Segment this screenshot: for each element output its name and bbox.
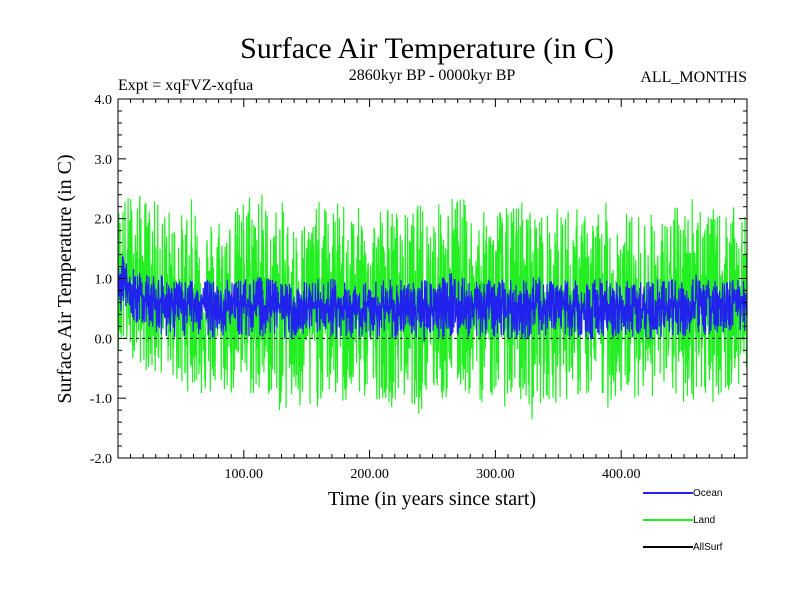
legend-label-land: Land [693, 515, 715, 526]
y-tick-label: 3.0 [95, 153, 113, 168]
y-tick-label: 2.0 [95, 213, 113, 228]
series-line-land [117, 194, 748, 420]
x-axis-label: Time (in years since start) [328, 488, 536, 510]
experiment-label: Expt = xqFVZ-xqfua [118, 77, 253, 94]
axes: 100.00 200.00 300.00 400.00 -2.0 -1.0 0.0 1.0 2.… [90, 93, 748, 482]
y-tick-label: 4.0 [95, 93, 113, 108]
y-tick-label: 1.0 [95, 273, 113, 288]
x-tick-label: 200.00 [350, 467, 389, 482]
y-tick-label: -2.0 [90, 452, 112, 467]
legend: Ocean Land AllSurf [643, 488, 723, 553]
period-label: 2860kyr BP - 0000kyr BP [349, 67, 516, 84]
series-line-ocean [117, 255, 748, 342]
plot-area [117, 194, 748, 420]
chart-title: Surface Air Temperature (in C) [240, 32, 614, 65]
legend-label-ocean: Ocean [693, 488, 722, 499]
y-axis-label: Surface Air Temperature (in C) [54, 154, 76, 403]
legend-label-allsurf: AllSurf [693, 542, 723, 553]
y-tick-label: 0.0 [95, 332, 113, 347]
x-tick-label: 400.00 [602, 467, 641, 482]
x-tick-label: 300.00 [476, 467, 515, 482]
y-tick-label: -1.0 [90, 392, 112, 407]
x-tick-label: 100.00 [225, 467, 264, 482]
months-label: ALL_MONTHS [640, 69, 747, 86]
